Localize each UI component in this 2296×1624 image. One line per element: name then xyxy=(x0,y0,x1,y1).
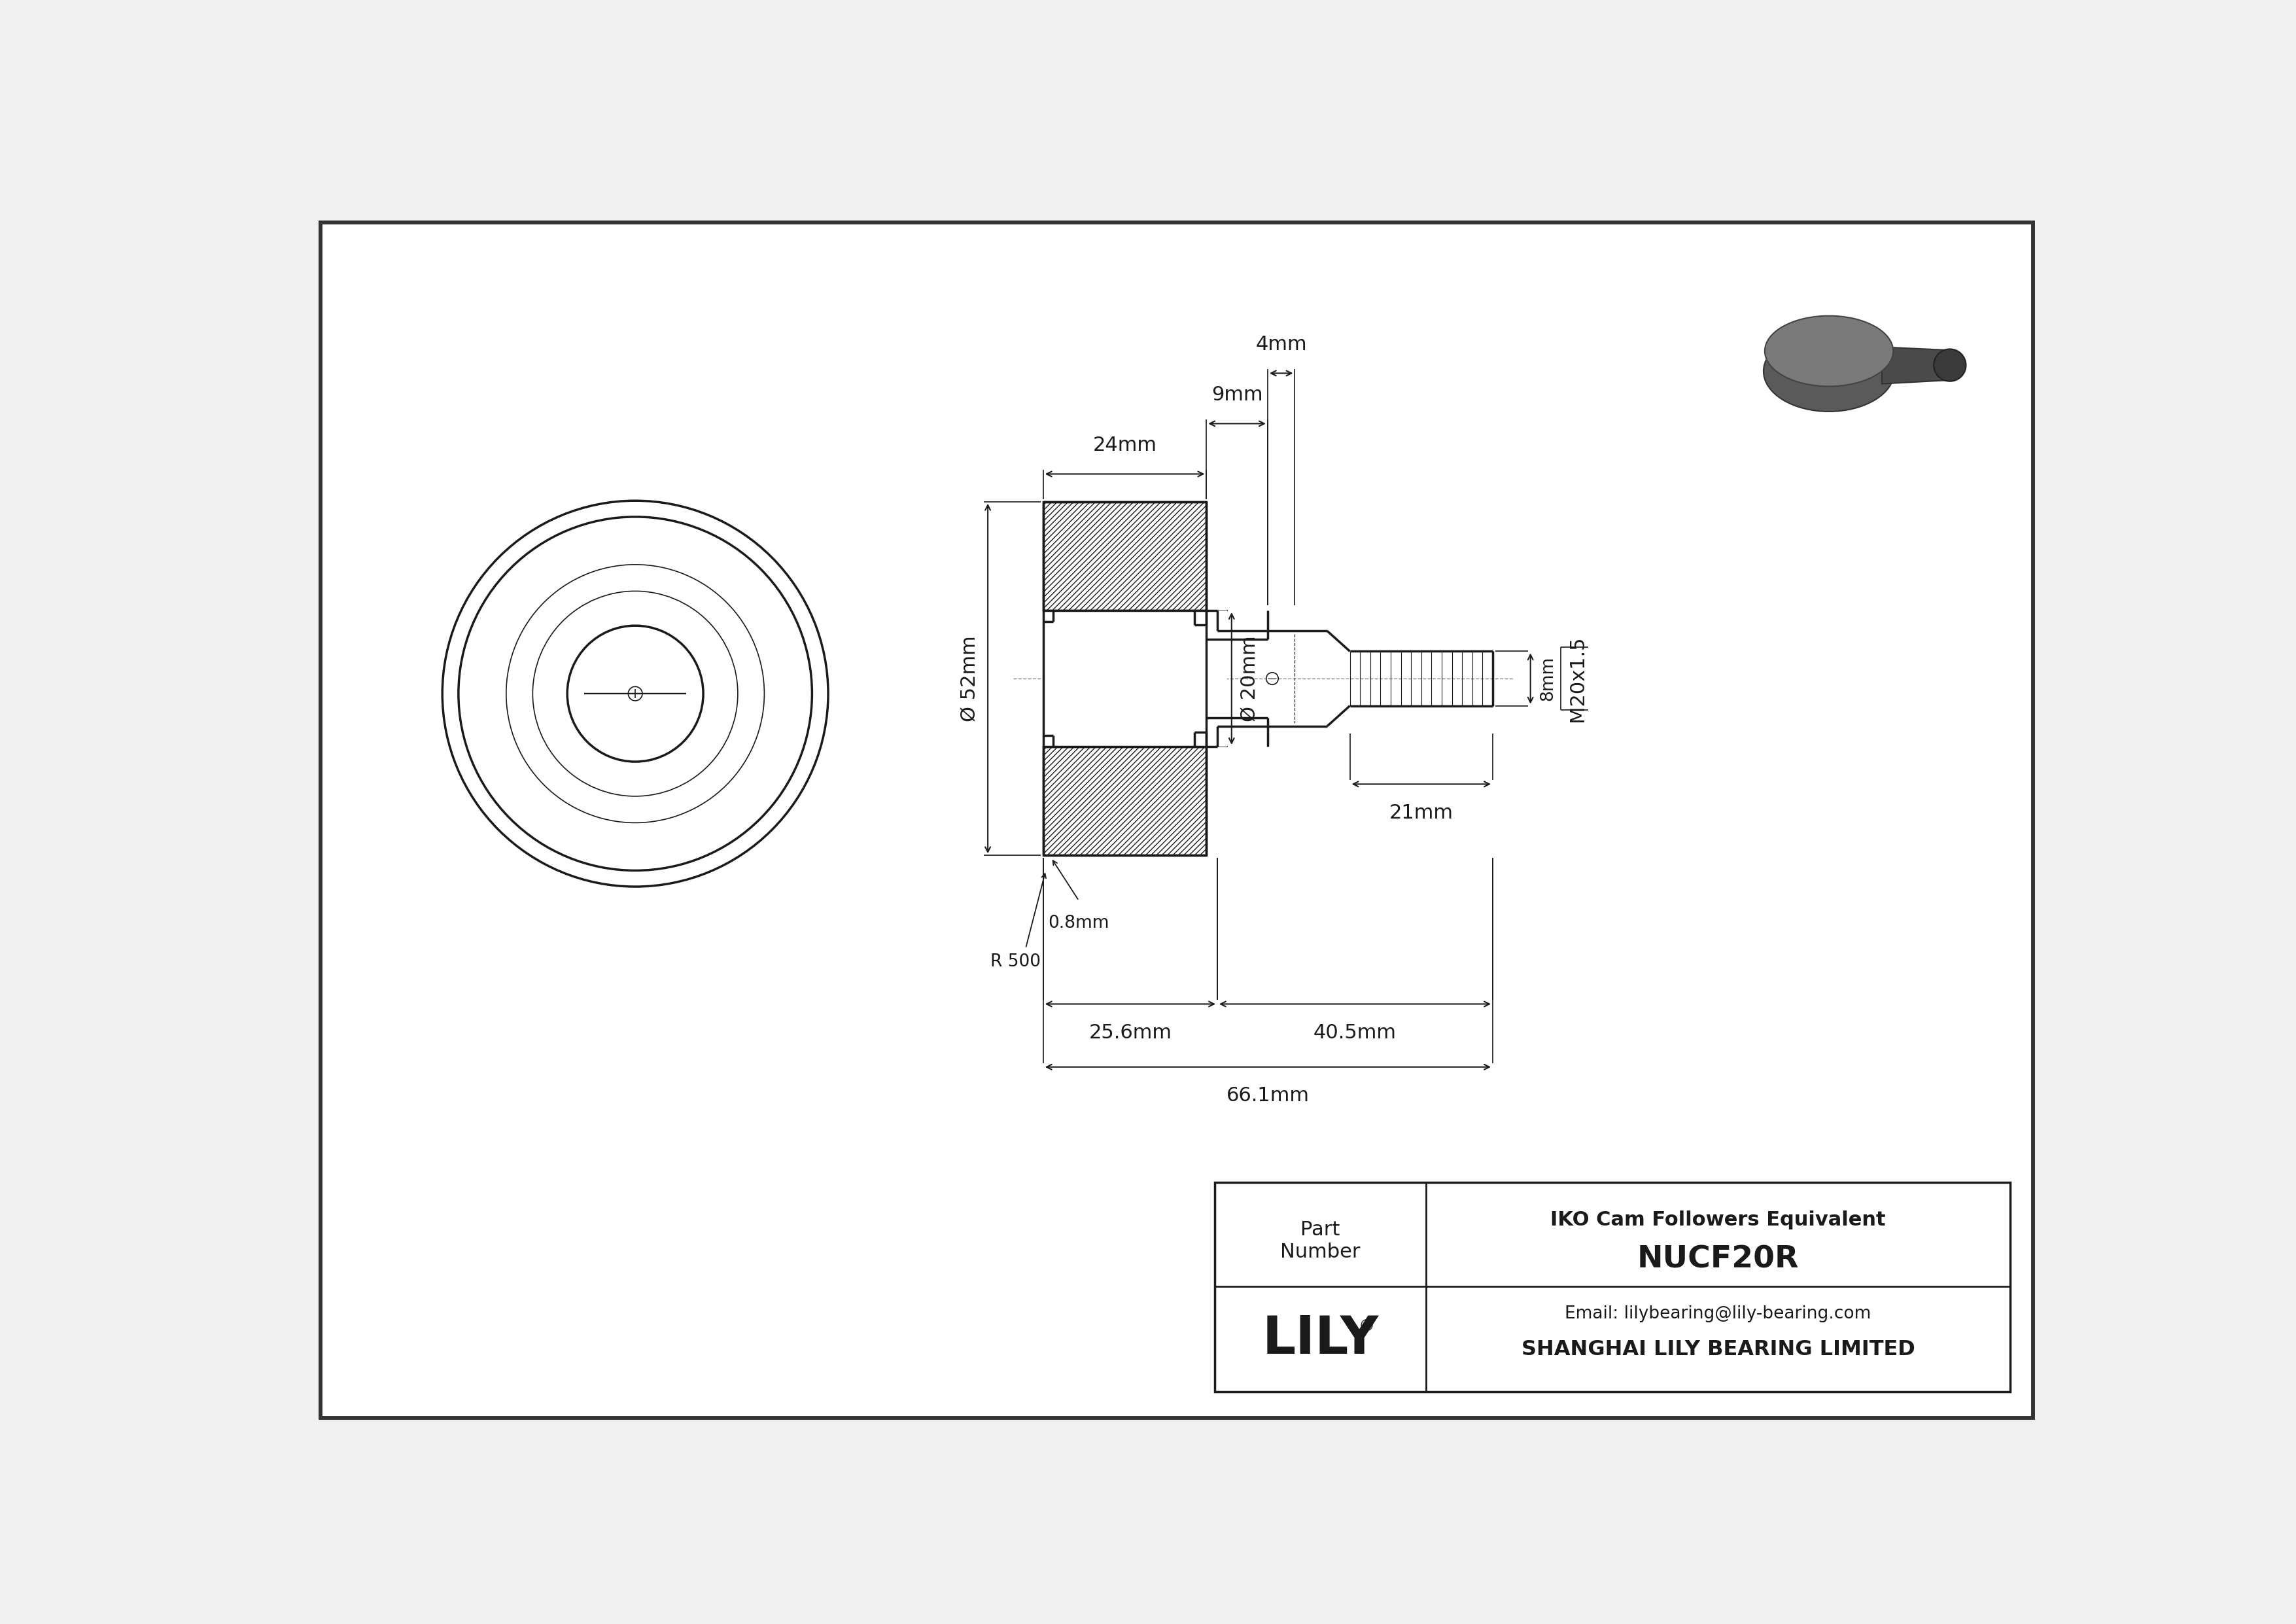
Text: 24mm: 24mm xyxy=(1093,435,1157,455)
Bar xyxy=(1215,1182,2011,1392)
Text: NUCF20R: NUCF20R xyxy=(1637,1246,1800,1275)
Circle shape xyxy=(629,687,643,700)
Text: 9mm: 9mm xyxy=(1212,385,1263,404)
Circle shape xyxy=(567,625,703,762)
Circle shape xyxy=(1265,672,1279,685)
Text: Ø 20mm: Ø 20mm xyxy=(1240,635,1261,721)
Polygon shape xyxy=(1042,502,1205,611)
Circle shape xyxy=(443,500,829,887)
Bar xyxy=(1042,611,1228,747)
Ellipse shape xyxy=(1763,331,1894,411)
Circle shape xyxy=(459,516,813,870)
Text: LILY: LILY xyxy=(1263,1314,1378,1364)
Text: 21mm: 21mm xyxy=(1389,804,1453,822)
Text: ®: ® xyxy=(1359,1319,1375,1335)
Text: IKO Cam Followers Equivalent: IKO Cam Followers Equivalent xyxy=(1550,1210,1885,1229)
Circle shape xyxy=(533,591,737,796)
Text: Email: lilybearing@lily-bearing.com: Email: lilybearing@lily-bearing.com xyxy=(1566,1306,1871,1322)
Text: R 500: R 500 xyxy=(990,953,1040,971)
Text: Part
Number: Part Number xyxy=(1281,1220,1359,1262)
Text: 25.6mm: 25.6mm xyxy=(1088,1023,1171,1043)
Polygon shape xyxy=(1042,747,1205,856)
Circle shape xyxy=(1933,349,1965,382)
Ellipse shape xyxy=(1766,315,1894,387)
Text: Ø 52mm: Ø 52mm xyxy=(960,635,980,721)
Text: 4mm: 4mm xyxy=(1256,335,1306,354)
Text: SHANGHAI LILY BEARING LIMITED: SHANGHAI LILY BEARING LIMITED xyxy=(1522,1340,1915,1359)
Text: 40.5mm: 40.5mm xyxy=(1313,1023,1396,1043)
Text: 8mm: 8mm xyxy=(1541,656,1557,702)
Circle shape xyxy=(505,565,765,823)
Text: 66.1mm: 66.1mm xyxy=(1226,1086,1309,1104)
Polygon shape xyxy=(1883,348,1952,383)
Text: 0.8mm: 0.8mm xyxy=(1049,914,1109,932)
Text: M20x1.5: M20x1.5 xyxy=(1568,635,1587,721)
